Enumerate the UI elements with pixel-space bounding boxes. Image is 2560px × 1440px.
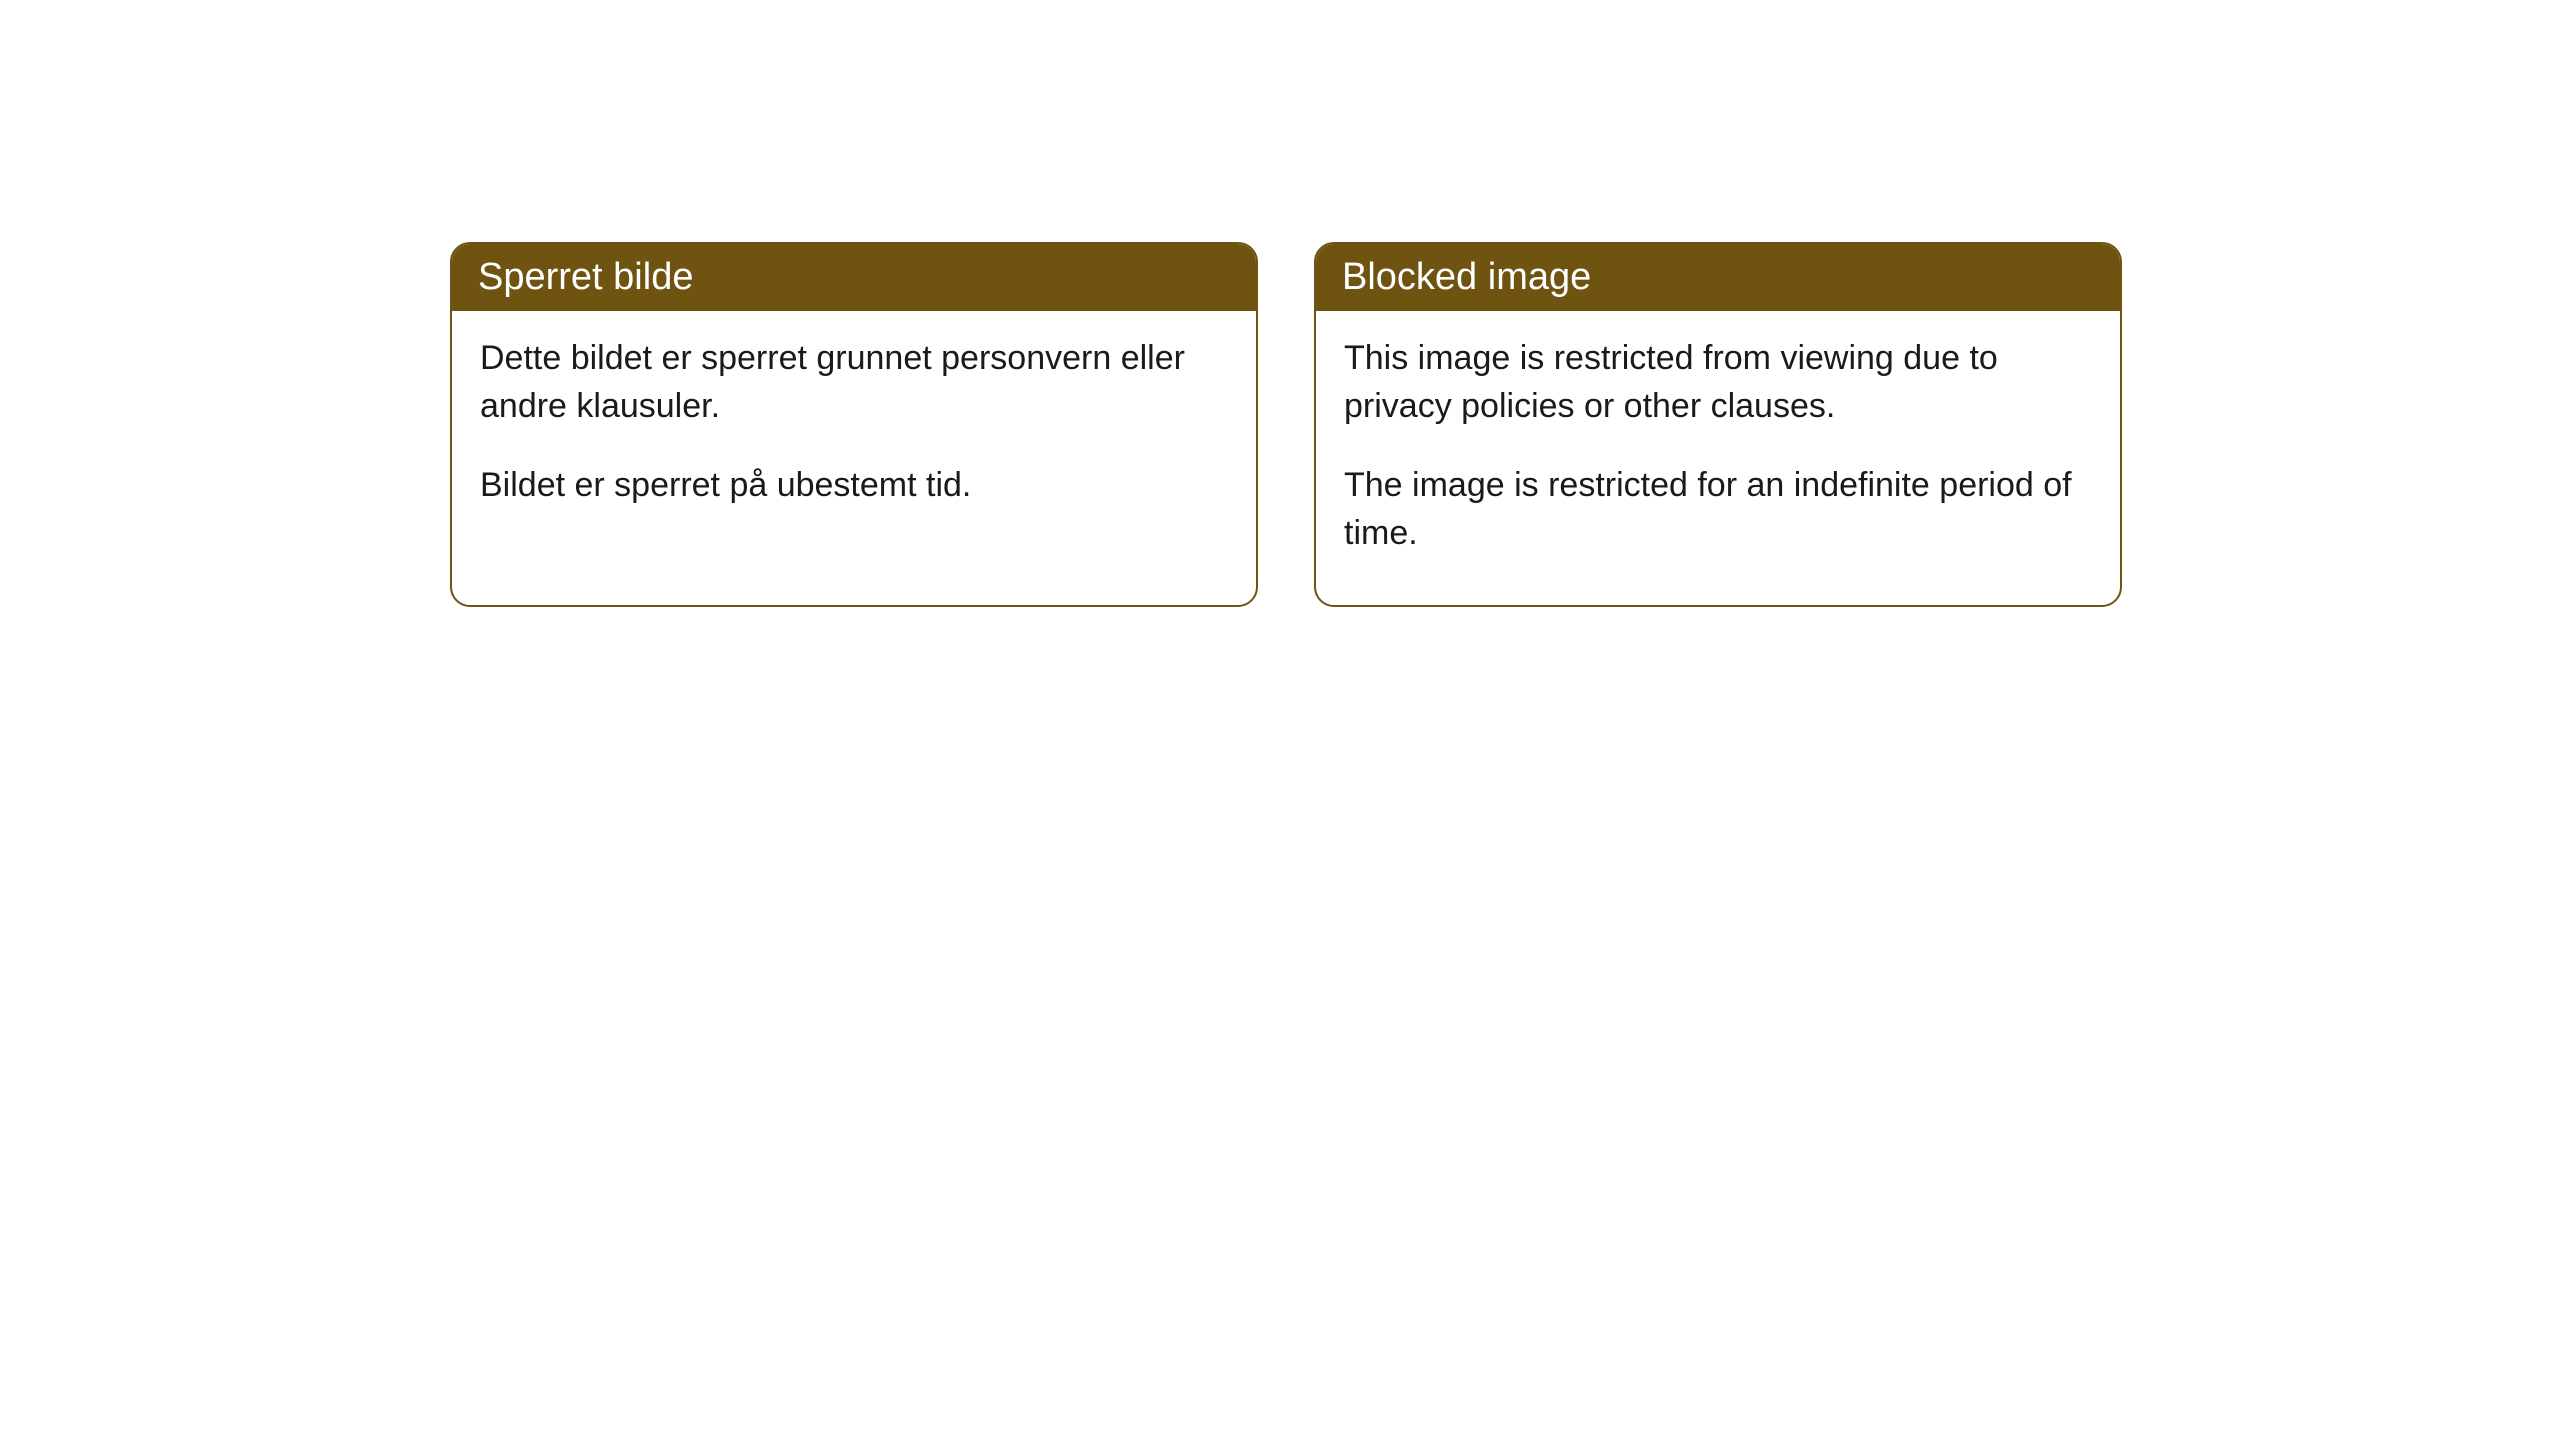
- cards-container: Sperret bilde Dette bildet er sperret gr…: [0, 0, 2560, 607]
- blocked-image-card-english: Blocked image This image is restricted f…: [1314, 242, 2122, 607]
- card-body: This image is restricted from viewing du…: [1316, 311, 2120, 605]
- card-title: Blocked image: [1342, 256, 1591, 298]
- card-header: Blocked image: [1316, 244, 2120, 311]
- card-paragraph-2: Bildet er sperret på ubestemt tid.: [480, 462, 1228, 510]
- card-header: Sperret bilde: [452, 244, 1256, 311]
- card-title: Sperret bilde: [478, 256, 693, 298]
- card-paragraph-2: The image is restricted for an indefinit…: [1344, 462, 2092, 557]
- blocked-image-card-norwegian: Sperret bilde Dette bildet er sperret gr…: [450, 242, 1258, 607]
- card-body: Dette bildet er sperret grunnet personve…: [452, 311, 1256, 558]
- card-paragraph-1: Dette bildet er sperret grunnet personve…: [480, 335, 1228, 430]
- card-paragraph-1: This image is restricted from viewing du…: [1344, 335, 2092, 430]
